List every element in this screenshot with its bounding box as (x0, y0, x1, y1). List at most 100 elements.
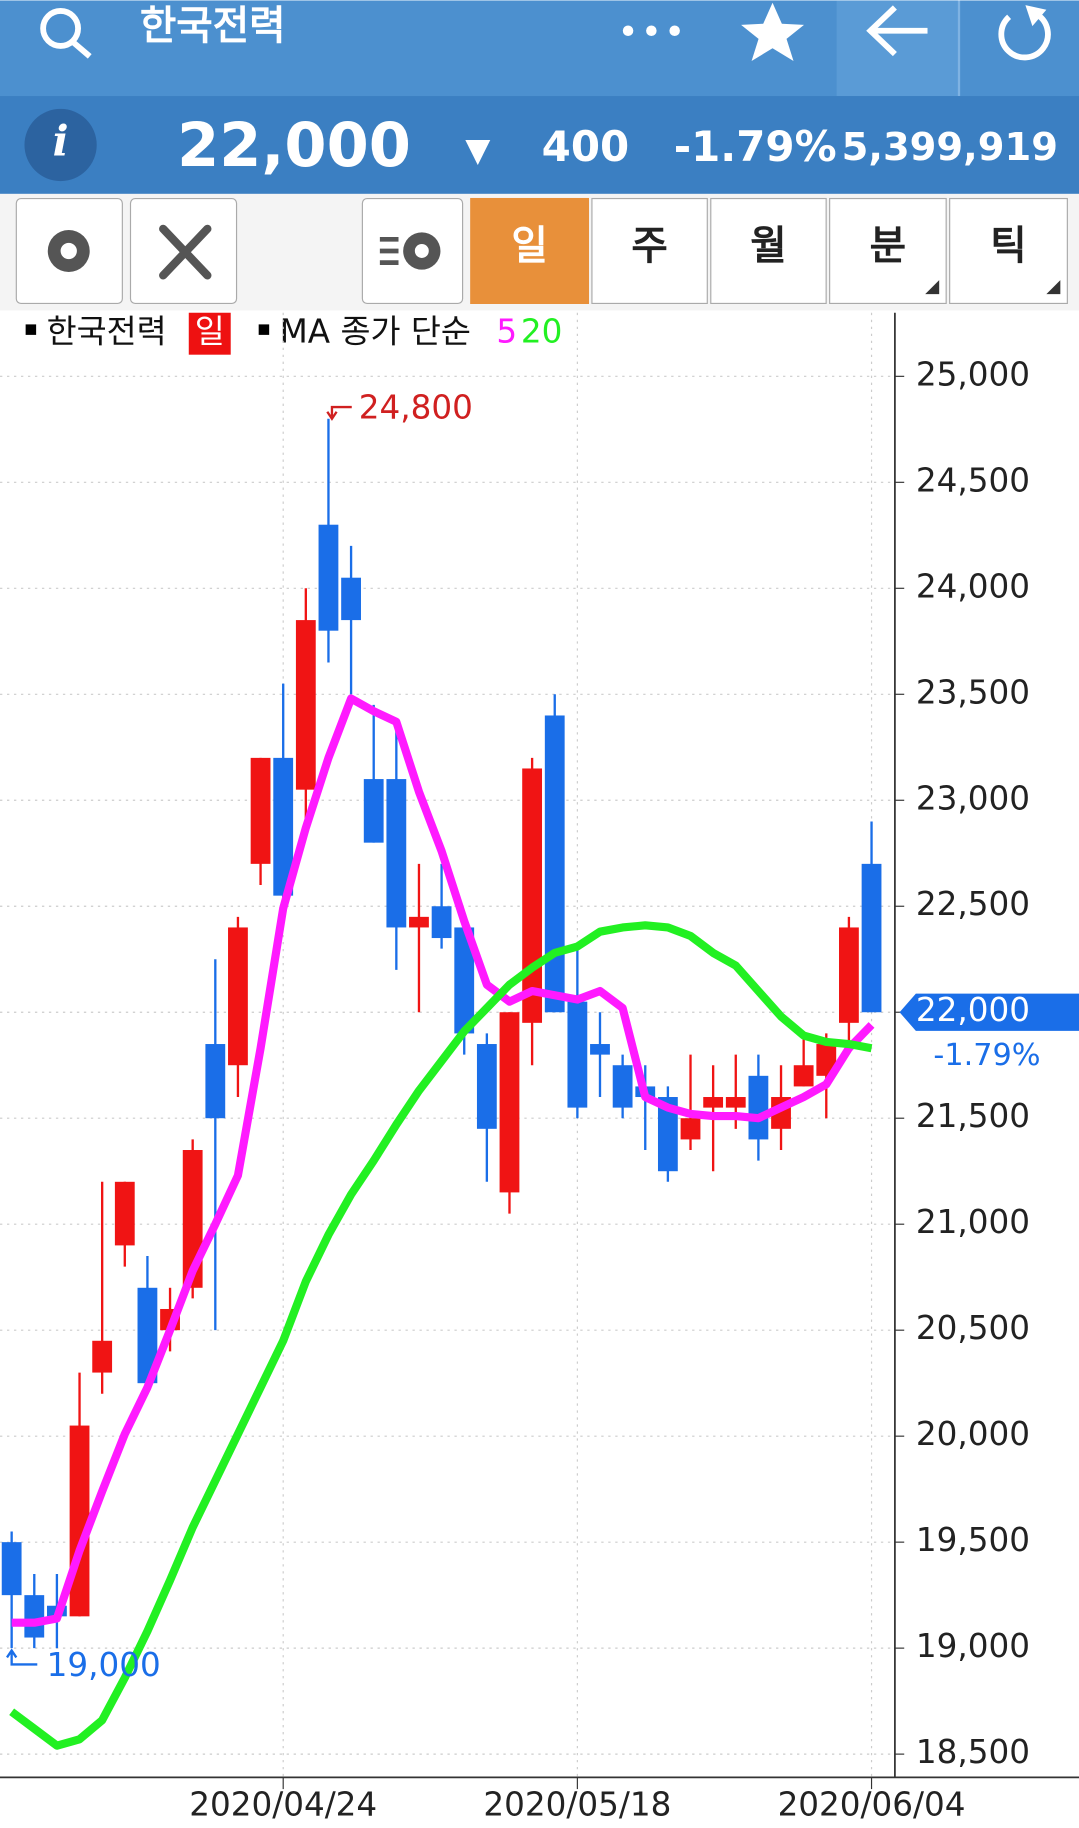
x-tick-label: 2020/06/04 (778, 1786, 966, 1824)
high-arrow (326, 405, 352, 421)
candle-body (522, 768, 543, 1023)
y-tick-label: 20,500 (916, 1309, 1030, 1347)
candle-body (861, 863, 882, 1013)
period-tab[interactable]: 월 (710, 197, 827, 305)
tab-label: 틱 (990, 223, 1026, 269)
legend-ma5: 5 (496, 313, 517, 351)
low-label: 19,000 (47, 1646, 161, 1684)
y-tick-label: 20,000 (916, 1415, 1030, 1453)
candle-body (24, 1595, 45, 1638)
candle-body (386, 779, 407, 928)
candle-body (725, 1097, 746, 1108)
candle-body (137, 1287, 158, 1384)
candle-body (454, 927, 475, 1034)
candle-body (544, 715, 565, 1013)
price-tag (899, 993, 1079, 1031)
candle-body (590, 1044, 610, 1055)
ma-line (9, 921, 873, 1750)
legend-ma: MA 종가 단순 (280, 313, 471, 351)
y-tick-label: 24,500 (916, 461, 1030, 499)
legend-bullet (25, 324, 37, 335)
tab-bg (591, 197, 708, 305)
chart: 한국전력 일 MA 종가 단순 5 20 18,500 19,000 19,500 2… (0, 313, 1079, 1824)
y-tick-label: 21,500 (916, 1097, 1030, 1135)
candle-body (341, 577, 361, 621)
candle-body (612, 1065, 633, 1108)
period-tab[interactable]: 틱 (949, 197, 1068, 305)
candle-body (250, 757, 271, 864)
candle-body (409, 916, 429, 928)
candle-body (205, 1044, 226, 1119)
change-pct: -1.79% (674, 122, 837, 171)
y-tick-label: 19,500 (916, 1521, 1030, 1559)
y-tick-label: 25,000 (916, 355, 1030, 393)
tab-label: 일 (511, 223, 547, 269)
tools-button[interactable] (129, 197, 238, 305)
x-tick-label: 2020/04/24 (189, 1786, 377, 1824)
high-label: 24,800 (359, 388, 473, 426)
candle-body (431, 906, 452, 939)
candle-body (476, 1044, 497, 1129)
info-button[interactable] (24, 108, 97, 182)
y-tick-label: 19,000 (916, 1627, 1030, 1665)
tab-label: 분 (870, 223, 906, 269)
tab-label: 주 (631, 223, 667, 269)
candle-body (92, 1340, 113, 1373)
candle-body (657, 1097, 678, 1172)
candle-body (295, 620, 316, 790)
y-tick-label: 23,500 (916, 673, 1030, 711)
settings-button[interactable] (15, 197, 123, 305)
period-tab[interactable]: 일 (470, 197, 590, 305)
tab-bg (470, 197, 590, 305)
volume: 5,399,919 (842, 125, 1058, 170)
direction: ▼ (465, 131, 490, 169)
refresh-icon[interactable] (998, 5, 1051, 61)
x-tick-label: 2020/05/18 (483, 1786, 671, 1824)
candle-body (748, 1075, 769, 1140)
tab-bg (949, 197, 1068, 305)
candle-body (793, 1065, 814, 1087)
candle-body (839, 927, 859, 1023)
legend-period-box (188, 312, 231, 355)
star-icon[interactable] (741, 2, 805, 62)
y-tick-label: 22,500 (916, 885, 1030, 923)
y-tick-label: 24,000 (916, 567, 1030, 605)
y-tick-label: 23,000 (916, 779, 1030, 817)
period-tab[interactable]: 주 (591, 197, 708, 305)
low-arrow (6, 1648, 38, 1666)
more-icon[interactable] (622, 25, 680, 37)
tab-corner (925, 280, 940, 295)
candle-body (69, 1425, 90, 1617)
candle-body (1, 1542, 22, 1596)
legend-ma20: 20 (521, 313, 563, 351)
candle-body (318, 524, 339, 631)
candle-body (680, 1118, 701, 1140)
stock-title: 한국전력 (140, 3, 286, 49)
ma-line (11, 694, 875, 1627)
back-icon (866, 5, 928, 57)
candle-body (703, 1097, 724, 1108)
info-icon: i (53, 116, 69, 165)
y-tick-label: 18,500 (916, 1733, 1030, 1771)
candle-body (499, 1012, 520, 1193)
indicator-button[interactable] (361, 197, 464, 305)
tab-bg (710, 197, 827, 305)
candle-body (816, 1044, 837, 1076)
search-icon[interactable] (40, 8, 92, 59)
quote-bar (0, 96, 1079, 194)
change: 400 (542, 122, 630, 171)
period-tab[interactable]: 분 (829, 197, 947, 305)
tab-label: 월 (750, 223, 786, 269)
price: 22,000 (177, 111, 411, 181)
tab-bg (829, 197, 947, 305)
candle-body (363, 779, 384, 843)
candle-body (114, 1181, 135, 1246)
candle-body (567, 1001, 588, 1108)
legend-name: 한국전력 (47, 313, 167, 351)
legend-bullet (258, 324, 270, 335)
price-tag-change: -1.79% (933, 1038, 1040, 1073)
legend-period: 일 (195, 313, 225, 351)
back-button[interactable] (836, 0, 958, 97)
